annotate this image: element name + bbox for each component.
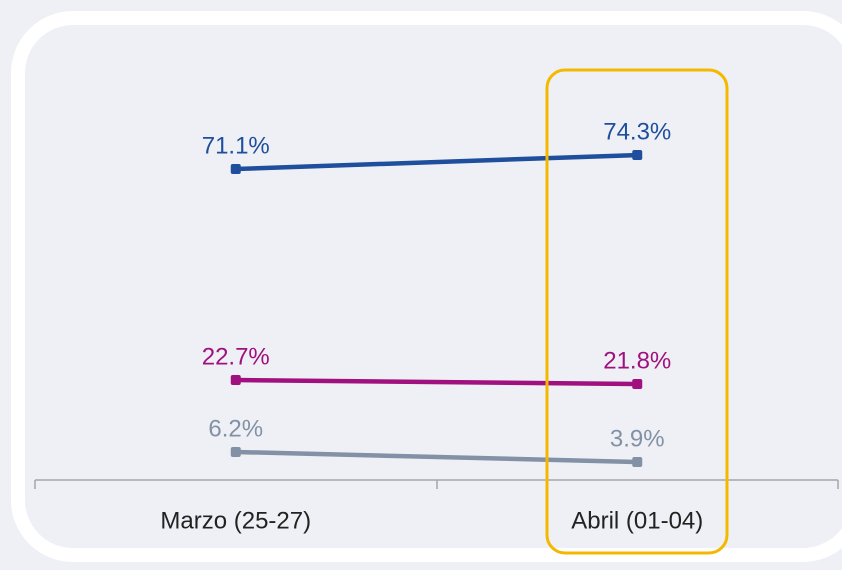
data-label: 71.1% <box>202 132 270 159</box>
plot: Marzo (25-27) Abril (01-04) 71.1% 74.3% 22.7… <box>160 118 703 534</box>
point <box>230 446 241 457</box>
x-tick-label: Marzo (25-27) <box>160 507 311 534</box>
highlight-box <box>545 68 729 555</box>
x-tick-label: Abril (01-04) <box>571 507 703 534</box>
data-label: 22.7% <box>202 343 270 370</box>
point <box>632 150 643 161</box>
point <box>230 375 241 386</box>
point <box>632 378 643 389</box>
point <box>632 456 643 467</box>
series-line <box>235 449 638 465</box>
data-label: 6.2% <box>208 415 263 442</box>
point <box>230 164 241 175</box>
data-label: 74.3% <box>603 118 671 145</box>
data-label: 21.8% <box>603 347 671 374</box>
frame <box>11 11 842 562</box>
series-line <box>235 152 638 172</box>
data-label: 3.9% <box>610 425 665 452</box>
series-line <box>235 377 638 387</box>
